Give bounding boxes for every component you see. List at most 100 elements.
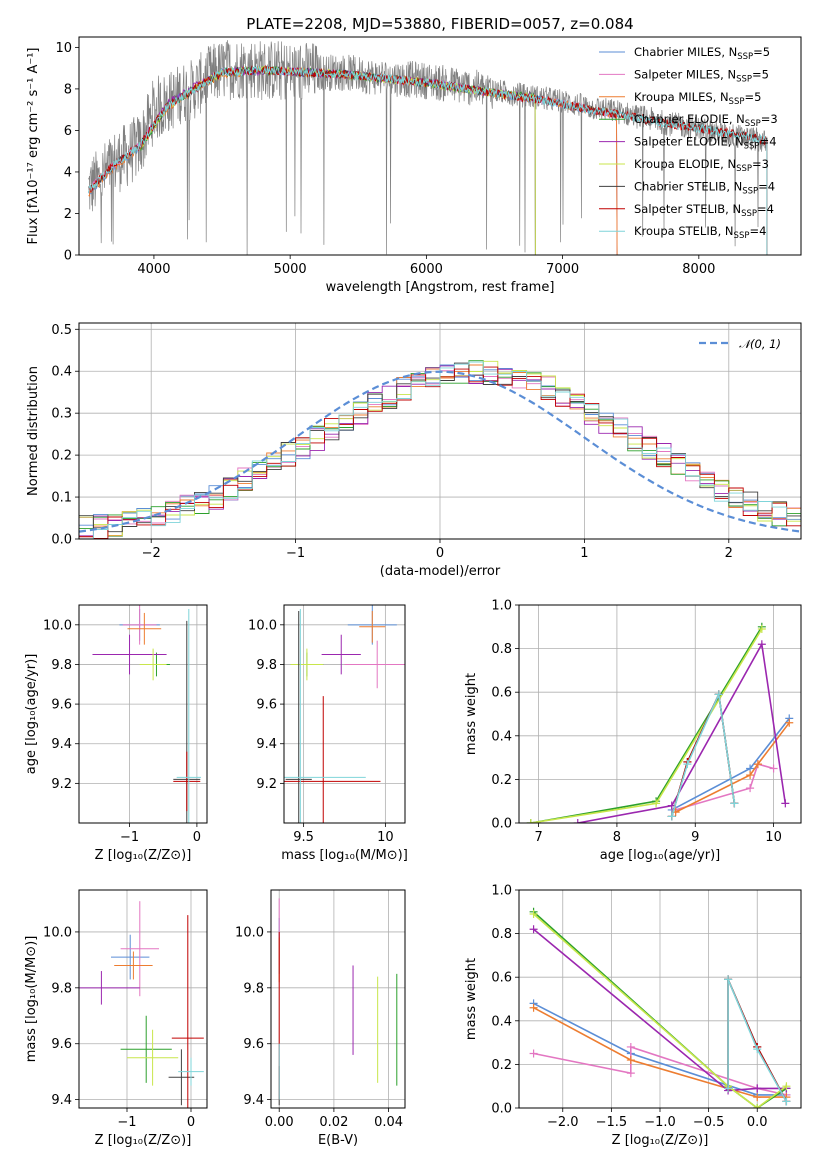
mass-weight-line bbox=[675, 722, 790, 813]
y-tick-label: 0.6 bbox=[491, 686, 512, 701]
legend-tail: =3 bbox=[752, 157, 769, 171]
mass-weight-line bbox=[533, 913, 787, 1108]
x-tick-label: 7 bbox=[534, 830, 542, 845]
y-tick-label: 0.5 bbox=[51, 323, 72, 338]
y-tick-label: 10.0 bbox=[43, 925, 72, 940]
data-marker bbox=[730, 799, 739, 808]
plot-area bbox=[284, 605, 405, 823]
histogram-step-line bbox=[79, 361, 801, 539]
legend-tail: =4 bbox=[757, 202, 774, 216]
y-axis-label: mass weight bbox=[464, 673, 479, 755]
legend-base: Kroupa ELODIE, N bbox=[634, 157, 736, 171]
y-tick-label: 9.8 bbox=[51, 981, 72, 996]
mass-weight-line bbox=[671, 691, 736, 817]
panel-spectrum: 4000 5000 6000 7000 8000 0 2 4 6 8 10 wavelength [A… bbox=[26, 15, 802, 295]
y-axis-label: age [log₁₀(age/yr)] bbox=[24, 654, 39, 775]
panel-mass-vs-Z: −1 0 9.4 9.6 9.8 10.0 Z [log₁₀(Z/Z⊙)] mass [log… bbox=[24, 889, 208, 1148]
plot-area bbox=[88, 40, 768, 255]
mass-weight-line bbox=[533, 1002, 787, 1096]
y-tick-label: 10 bbox=[55, 41, 72, 56]
x-tick-label: −2 bbox=[142, 546, 161, 561]
axes-frame bbox=[518, 604, 802, 824]
y-tick-label: 1.0 bbox=[491, 599, 512, 614]
plot-area bbox=[79, 360, 801, 539]
panel-age-vs-Z: −1 0 9.2 9.4 9.6 9.8 10.0 Z [log₁₀(Z/Z⊙)] age [l… bbox=[24, 604, 208, 863]
x-tick-label: 0.04 bbox=[374, 1115, 403, 1130]
x-tick-label: 1 bbox=[580, 546, 588, 561]
data-marker bbox=[683, 760, 692, 769]
legend-label: Kroupa ELODIE, NSSP=3 bbox=[634, 157, 769, 174]
axes-frame bbox=[78, 36, 802, 256]
mass-weight-line bbox=[530, 628, 763, 823]
legend-label: Salpeter MILES, NSSP=5 bbox=[634, 67, 769, 84]
data-marker bbox=[753, 1045, 762, 1054]
data-marker bbox=[714, 690, 723, 699]
x-tick-label: 7000 bbox=[546, 262, 579, 277]
data-marker bbox=[529, 1003, 538, 1012]
model-spectrum-line bbox=[88, 65, 768, 255]
x-tick-label: −2.0 bbox=[547, 1115, 579, 1130]
y-tick-label: 9.6 bbox=[51, 1037, 72, 1052]
legend-tail: =3 bbox=[761, 112, 778, 126]
x-tick-label: 5000 bbox=[274, 262, 307, 277]
x-tick-label: 4000 bbox=[137, 262, 170, 277]
y-tick-label: 8 bbox=[64, 82, 72, 97]
mass-weight-line bbox=[577, 641, 787, 823]
plot-area bbox=[278, 898, 398, 1106]
data-marker bbox=[781, 799, 790, 808]
y-tick-label: 9.4 bbox=[243, 1093, 264, 1108]
legend-sub: SSP bbox=[741, 209, 757, 219]
y-tick-label: 0.8 bbox=[491, 927, 512, 942]
model-spectrum-line bbox=[88, 65, 768, 255]
mass-weight-line bbox=[727, 979, 788, 1102]
data-marker bbox=[753, 1104, 762, 1108]
y-axis-label: Normed distribution bbox=[26, 366, 41, 496]
x-axis-label: Z [log₁₀(Z/Z⊙)] bbox=[95, 1133, 192, 1148]
legend-sub: SSP bbox=[744, 142, 760, 152]
legend-sub: SSP bbox=[737, 52, 753, 62]
data-marker bbox=[753, 1084, 762, 1093]
x-tick-label: 2 bbox=[725, 546, 733, 561]
y-tick-label: 0.4 bbox=[491, 729, 512, 744]
panel-age-vs-mass: 9.5 10 9.2 9.4 9.6 9.8 10.0 mass [log₁₀(M/M⊙)] bbox=[248, 604, 408, 863]
y-axis-label: mass weight bbox=[464, 958, 479, 1040]
legend-sub: SSP bbox=[745, 119, 761, 129]
x-tick-label: 0 bbox=[187, 1115, 195, 1130]
legend-base: Kroupa STELIB, N bbox=[634, 224, 734, 238]
y-tick-label: 9.4 bbox=[256, 737, 277, 752]
legend-tail: =4 bbox=[760, 135, 777, 149]
panel-massweight-vs-Z: −2.0 −1.5 −1.0 −0.5 0.0 0.0 0.2 0.4 0.6 0.8 1.0 Z [… bbox=[464, 884, 802, 1148]
legend-base: Chabrier MILES, N bbox=[634, 45, 737, 59]
x-tick-label: −1.0 bbox=[644, 1115, 676, 1130]
plot-area bbox=[529, 907, 791, 1108]
legend-label: Chabrier MILES, NSSP=5 bbox=[634, 45, 770, 62]
x-tick-label: −1 bbox=[286, 546, 305, 561]
legend-sub: SSP bbox=[736, 74, 752, 84]
y-tick-label: 0.4 bbox=[491, 1014, 512, 1029]
legend-tail: =4 bbox=[758, 179, 775, 193]
data-marker bbox=[529, 1049, 538, 1058]
data-marker bbox=[724, 1084, 733, 1093]
x-tick-label: 10 bbox=[377, 830, 394, 845]
data-marker bbox=[753, 760, 762, 769]
y-tick-label: 9.6 bbox=[243, 1037, 264, 1052]
x-axis-label: Z [log₁₀(Z/Z⊙)] bbox=[612, 1133, 709, 1148]
legend-tail: =5 bbox=[744, 90, 761, 104]
y-tick-label: 0 bbox=[64, 249, 72, 264]
y-tick-label: 2 bbox=[64, 207, 72, 222]
x-tick-label: 9.5 bbox=[293, 830, 314, 845]
y-tick-label: 0.2 bbox=[491, 773, 512, 788]
legend-base: Salpeter MILES, N bbox=[634, 67, 736, 81]
mass-weight-line bbox=[533, 928, 787, 1092]
y-axis-label: mass [log₁₀(M/M⊙)] bbox=[24, 936, 39, 1063]
mass-weight-line bbox=[675, 763, 774, 811]
x-axis-label: (data-model)/error bbox=[380, 564, 501, 579]
x-axis-label: E(B-V) bbox=[318, 1133, 358, 1148]
y-tick-label: 10.0 bbox=[235, 925, 264, 940]
data-marker bbox=[785, 718, 794, 727]
y-tick-label: 9.8 bbox=[243, 981, 264, 996]
data-marker bbox=[782, 1097, 791, 1106]
mass-weight-line bbox=[530, 626, 763, 823]
x-tick-label: 6000 bbox=[410, 262, 443, 277]
y-tick-label: 0.3 bbox=[51, 407, 72, 422]
